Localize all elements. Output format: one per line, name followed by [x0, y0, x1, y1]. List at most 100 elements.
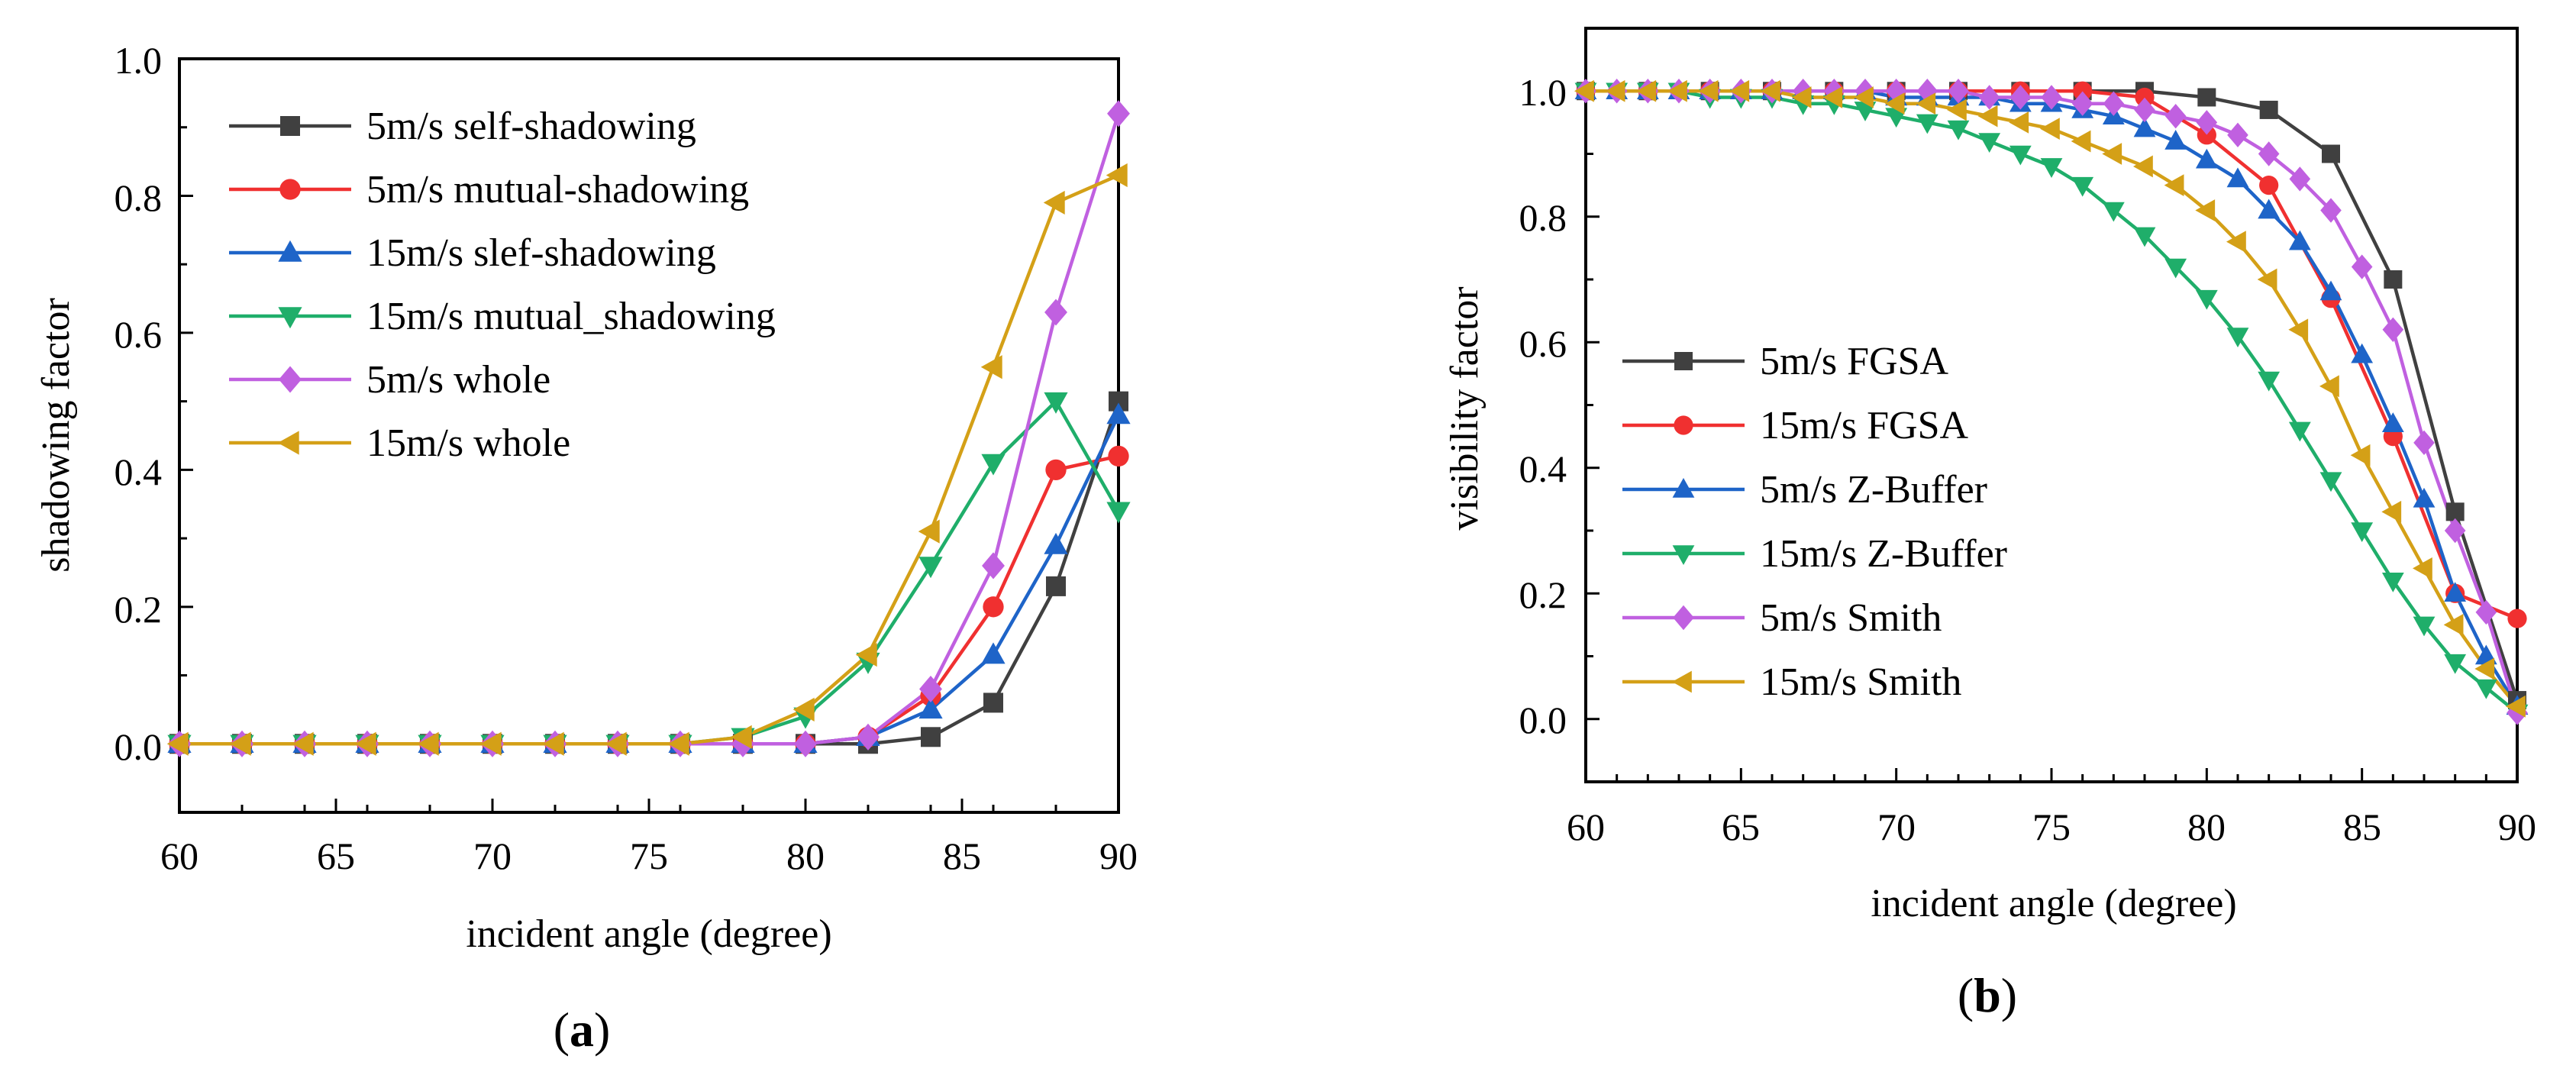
data-point — [2133, 227, 2156, 247]
data-point — [2133, 117, 2156, 137]
data-point — [2164, 174, 2184, 197]
data-point — [981, 454, 1006, 476]
legend-label: 15m/s mutual_shadowing — [366, 295, 776, 338]
data-point — [2195, 199, 2216, 221]
data-point — [1674, 415, 1693, 435]
legend: 5m/s FGSA 15m/s FGSA 5m/s Z-Buffer 15m/s… — [1622, 340, 2007, 704]
data-point — [1106, 163, 1128, 188]
x-tick-label: 75 — [2032, 805, 2071, 848]
data-point — [1673, 605, 1694, 631]
legend-label: 15m/s Z-Buffer — [1760, 532, 2007, 576]
series-line — [179, 400, 1119, 746]
data-point — [2444, 654, 2467, 674]
data-point — [1916, 114, 1938, 134]
data-point — [2133, 155, 2153, 178]
data-point — [278, 240, 302, 262]
data-point — [166, 731, 189, 756]
data-point — [1605, 79, 1625, 102]
data-point — [1947, 98, 1967, 121]
data-point — [2474, 679, 2497, 699]
data-point — [1044, 392, 1068, 414]
series-group — [1574, 79, 2529, 725]
data-point — [2197, 125, 2216, 145]
data-point — [2351, 254, 2373, 279]
data-point — [794, 730, 817, 757]
data-point — [1667, 79, 1687, 102]
data-point — [2197, 88, 2216, 107]
data-point — [2226, 328, 2249, 348]
y-tick-label: 0.4 — [1519, 447, 1567, 490]
data-point — [2475, 599, 2497, 625]
data-point — [605, 731, 627, 756]
x-tick-label: 70 — [473, 834, 512, 877]
data-point — [2040, 158, 2063, 178]
data-point — [792, 697, 815, 722]
data-point — [2041, 85, 2062, 110]
data-point — [1916, 92, 1936, 115]
data-point — [278, 307, 302, 329]
data-point — [2135, 87, 2155, 108]
data-point — [2319, 472, 2342, 492]
data-point — [919, 675, 942, 703]
data-point — [1574, 79, 1594, 102]
data-point — [542, 731, 564, 756]
data-point — [918, 519, 940, 544]
data-point — [981, 642, 1006, 664]
legend-label: 15m/s Smith — [1760, 660, 1961, 704]
legend-label: 5m/s mutual-shadowing — [366, 168, 749, 211]
data-point — [2413, 430, 2435, 456]
legend-label: 5m/s Smith — [1760, 596, 1942, 640]
data-point — [2227, 122, 2248, 148]
data-point — [918, 697, 943, 719]
data-point — [277, 431, 299, 455]
data-point — [983, 692, 1003, 713]
x-tick-label: 65 — [1722, 805, 1760, 848]
legend-swatch — [229, 240, 351, 262]
data-point — [2258, 141, 2280, 166]
data-point — [667, 731, 689, 756]
data-point — [1044, 299, 1067, 326]
data-point — [229, 731, 251, 756]
data-point — [2288, 421, 2311, 442]
legend-label: 5m/s self-shadowing — [366, 105, 696, 148]
data-point — [1106, 402, 1131, 425]
data-point — [2413, 487, 2436, 508]
data-point — [2071, 130, 2091, 153]
data-point — [2351, 343, 2374, 363]
y-tick-label: 0.2 — [1519, 573, 1567, 616]
data-point — [2040, 118, 2060, 140]
data-point — [2164, 130, 2187, 150]
x-axis-title: incident angle (degree) — [466, 912, 831, 956]
legend-swatch — [1622, 605, 1745, 631]
axis-ticks — [178, 57, 1120, 812]
data-point — [2258, 371, 2281, 392]
x-tick-label: 80 — [786, 834, 825, 877]
data-point — [2381, 500, 2402, 523]
data-point — [2226, 167, 2249, 188]
data-point — [2319, 375, 2339, 398]
data-point — [1046, 576, 1066, 596]
legend-label: 5m/s whole — [366, 358, 550, 402]
data-point — [279, 179, 301, 200]
data-point — [2257, 268, 2277, 291]
legend-swatch — [229, 431, 351, 455]
data-point — [1698, 79, 1719, 102]
data-point — [2164, 258, 2187, 279]
data-point — [730, 725, 752, 749]
legend-swatch — [1622, 478, 1745, 498]
data-point — [2288, 318, 2309, 341]
data-point — [2384, 270, 2403, 289]
y-tick-label: 0.0 — [115, 725, 163, 768]
data-point — [2102, 143, 2122, 165]
data-point — [1948, 79, 1969, 104]
legend-swatch — [1622, 545, 1745, 565]
data-point — [2071, 176, 2094, 197]
data-point — [2009, 145, 2032, 166]
chart-panel-a: 0.0 0.2 0.4 0.6 0.8 1.0 60 65 70 75 80 8… — [34, 39, 1138, 1057]
data-point — [2195, 148, 2218, 169]
data-point — [1761, 79, 1780, 102]
data-point — [1636, 79, 1657, 102]
data-point — [2474, 657, 2495, 680]
legend: 5m/s self-shadowing 5m/s mutual-shadowin… — [229, 105, 776, 465]
data-point — [280, 116, 300, 136]
